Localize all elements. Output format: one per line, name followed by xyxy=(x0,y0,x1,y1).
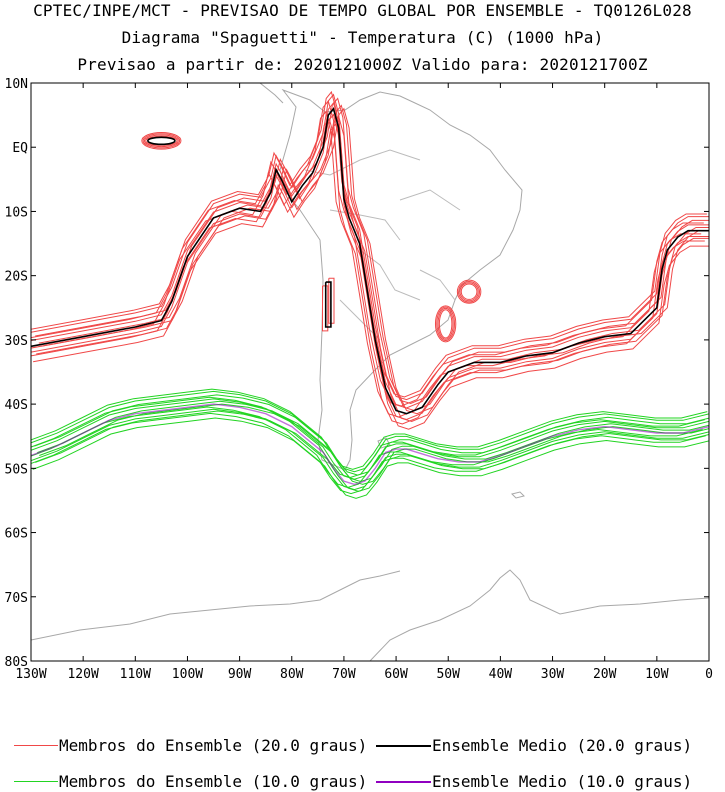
plot-frame xyxy=(30,82,710,662)
central-america-coast xyxy=(259,83,284,104)
member-10-line xyxy=(31,390,709,473)
y-tick-label: EQ xyxy=(12,141,28,156)
chart-subtitle: Diagrama "Spaguetti" - Temperatura (C) (… xyxy=(121,28,604,47)
member-20-line xyxy=(38,104,709,412)
member-20-closed-contour xyxy=(459,282,479,302)
member-20-closed-contour xyxy=(437,307,454,340)
member-20-closed-contour xyxy=(145,135,178,146)
member-10-line xyxy=(31,388,708,470)
y-tick-label: 40S xyxy=(5,398,28,413)
member-20-line xyxy=(31,99,704,407)
antarctica-coast xyxy=(369,569,709,661)
chart-title: CPTEC/INPE/MCT - PREVISAO DE TEMPO GLOBA… xyxy=(33,1,692,20)
mean-20-line xyxy=(31,106,709,415)
member-20-closed-contour xyxy=(456,279,482,304)
chart-validity: Previsao a partir de: 2020121000Z Valido… xyxy=(77,55,648,74)
south-america-coast xyxy=(279,88,523,471)
mean-10-line xyxy=(31,403,709,486)
x-tick-label: 80W xyxy=(280,667,304,682)
map-area xyxy=(31,83,709,661)
antarctica-coast-west xyxy=(31,570,401,641)
x-tick-label: 10W xyxy=(645,667,669,682)
legend-swatch-mean-20 xyxy=(376,745,431,747)
south-georgia-coast xyxy=(511,491,525,499)
legend-swatch-member-20 xyxy=(14,745,58,746)
members-10-group xyxy=(31,388,709,499)
x-tick-label: 110W xyxy=(120,667,151,682)
means-group xyxy=(31,106,709,486)
member-20-line xyxy=(36,115,709,423)
y-tick-label: 20S xyxy=(5,270,28,285)
member-10-line xyxy=(32,417,709,499)
country-borders xyxy=(304,149,461,341)
axis-ticks: 130W 120W 110W 100W 90W 80W 70W 60W 50W 40W 30W 20W… xyxy=(5,77,713,682)
member-20-closed-contour xyxy=(142,133,181,149)
member-10-line xyxy=(31,406,703,488)
mean-20-island-line xyxy=(324,281,332,328)
member-20-closed-contour xyxy=(436,306,455,342)
x-tick-label: 40W xyxy=(489,667,513,682)
x-tick-label: 50W xyxy=(436,667,460,682)
member-20-line xyxy=(35,97,709,405)
member-20-closed-contour xyxy=(141,131,182,150)
legend-label-member-10: Membros do Ensemble (10.0 graus) xyxy=(59,772,368,791)
y-tick-label: 10N xyxy=(5,77,28,92)
x-tick-label: 90W xyxy=(228,667,252,682)
x-tick-label: 30W xyxy=(541,667,565,682)
x-tick-label: 0 xyxy=(705,667,713,682)
legend-swatch-member-10 xyxy=(14,781,58,782)
y-tick-label: 80S xyxy=(5,655,28,670)
member-10-line xyxy=(39,403,709,485)
member-20-line xyxy=(31,117,705,425)
member-10-line xyxy=(37,400,709,483)
x-tick-label: 120W xyxy=(67,667,98,682)
coastlines xyxy=(31,83,709,661)
member-10-line xyxy=(34,394,709,476)
member-20-line xyxy=(33,123,709,430)
legend-label-member-20: Membros do Ensemble (20.0 graus) xyxy=(59,736,368,755)
x-tick-label: 60W xyxy=(384,667,408,682)
mean-20-closed-contour xyxy=(147,136,176,146)
member-20-island-contour xyxy=(328,277,335,324)
member-10-line xyxy=(31,398,709,480)
member-10-line xyxy=(35,410,709,492)
member-20-closed-contour xyxy=(434,305,457,343)
legend-swatch-mean-10 xyxy=(376,781,431,783)
x-tick-label: 100W xyxy=(172,667,203,682)
member-20-closed-contour xyxy=(143,134,179,148)
legend-label-mean-10: Ensemble Medio (10.0 graus) xyxy=(432,772,693,791)
members-20-group xyxy=(31,90,709,430)
member-10-line xyxy=(31,396,705,479)
y-tick-label: 70S xyxy=(5,591,28,606)
y-tick-label: 30S xyxy=(5,334,28,349)
x-tick-label: 130W xyxy=(15,667,46,682)
member-20-closed-contour xyxy=(458,280,481,303)
member-20-line xyxy=(31,93,709,401)
member-20-line xyxy=(31,110,702,418)
member-20-closed-contour xyxy=(460,283,478,300)
legend-label-mean-20: Ensemble Medio (20.0 graus) xyxy=(432,736,693,755)
x-tick-label: 70W xyxy=(332,667,356,682)
x-tick-label: 20W xyxy=(593,667,617,682)
y-tick-label: 50S xyxy=(5,462,28,477)
member-20-line xyxy=(31,113,709,421)
y-tick-label: 10S xyxy=(5,205,28,220)
member-10-line xyxy=(31,412,706,495)
member-20-line xyxy=(41,107,709,415)
y-tick-label: 60S xyxy=(5,527,28,542)
member-20-closed-contour xyxy=(438,309,453,339)
